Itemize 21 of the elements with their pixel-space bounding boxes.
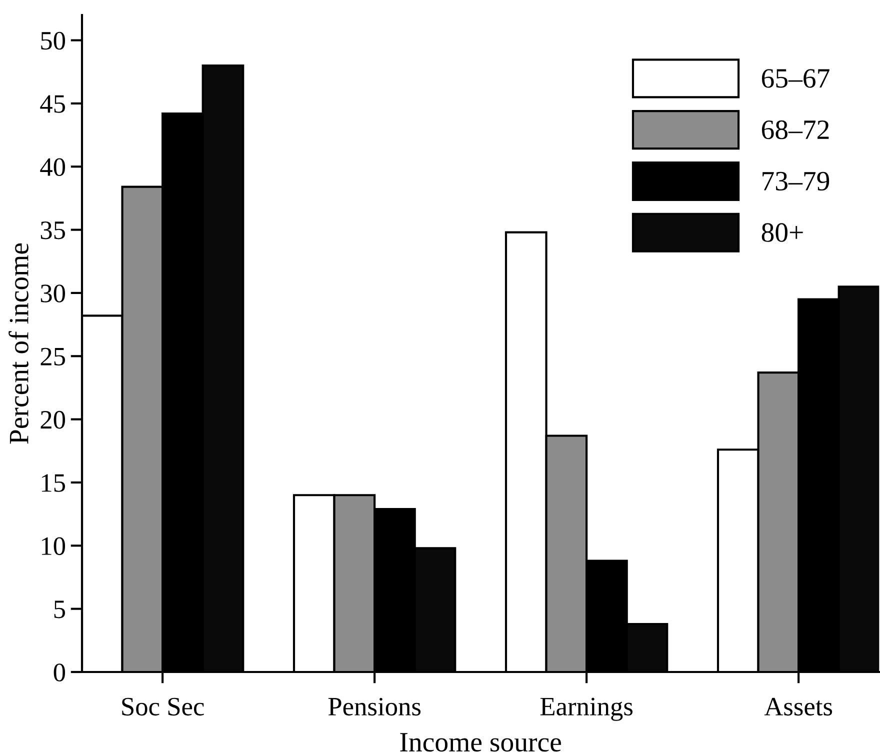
y-tick-label: 0 (54, 664, 66, 682)
x-axis-title: Income source (400, 733, 561, 752)
y-axis-title: Percent of income (8, 243, 28, 444)
y-tick-label: 30 (40, 284, 66, 302)
legend-label: 73–79 (762, 172, 830, 191)
x-tick-label: Soc Sec (122, 698, 204, 716)
y-tick-label: 10 (42, 537, 66, 556)
y-tick-label: 5 (54, 600, 65, 618)
y-tick-label: 15 (42, 474, 65, 492)
y-tick-label: 40 (40, 158, 66, 176)
x-tick-label: Assets (764, 698, 832, 716)
y-tick-label: 35 (40, 221, 65, 240)
legend-label: 80+ (762, 223, 803, 242)
y-tick-label: 25 (40, 348, 65, 366)
legend-label: 65–67 (762, 69, 830, 88)
x-tick-label: Pensions (328, 698, 421, 716)
y-tick-label: 45 (40, 95, 65, 113)
y-tick-label: 20 (40, 410, 66, 429)
legend-label: 68–72 (762, 120, 829, 140)
y-tick-label: 50 (41, 32, 66, 50)
x-tick-label: Earnings (540, 698, 633, 721)
